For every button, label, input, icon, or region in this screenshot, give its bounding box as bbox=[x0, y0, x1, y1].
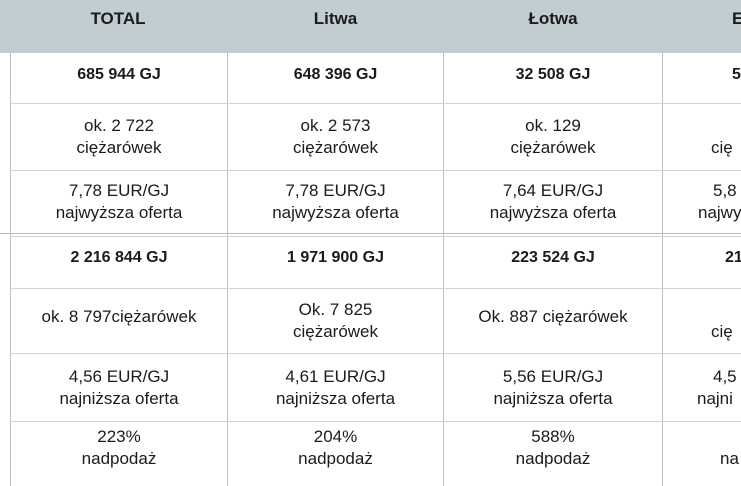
table-cell: 204% nadpodaż bbox=[298, 427, 373, 468]
grid-line bbox=[443, 53, 444, 486]
table-header bbox=[0, 0, 741, 53]
table-cell: ok. 129 ciężarówek bbox=[510, 116, 596, 157]
table-cell: 2 216 844 GJ bbox=[70, 249, 168, 266]
grid-line bbox=[227, 53, 228, 486]
table-cell: 5 bbox=[732, 65, 741, 83]
table-cell: 7,64 EUR/GJ najwyższa oferta bbox=[489, 181, 617, 222]
grid-line bbox=[662, 53, 663, 486]
table-cell: 4,61 EUR/GJ najniższa oferta bbox=[275, 366, 396, 408]
table-cell: 685 944 GJ bbox=[77, 65, 161, 83]
table-cell: cię bbox=[711, 138, 733, 157]
grid-line bbox=[10, 421, 741, 422]
table-cell: 223 524 GJ bbox=[511, 249, 595, 266]
table-cell: ok. 2 722 ciężarówek bbox=[76, 116, 162, 157]
column-header-litwa: Litwa bbox=[313, 9, 358, 28]
column-header-e: E bbox=[732, 9, 741, 28]
section-separator bbox=[0, 233, 741, 234]
table-cell: Ok. 7 825 ciężarówek bbox=[292, 300, 379, 341]
table-cell: 4,56 EUR/GJ najniższa oferta bbox=[59, 366, 179, 408]
grid-line bbox=[10, 103, 741, 104]
table-cell: ok. 2 573 ciężarówek bbox=[292, 116, 379, 157]
table-cell: 5,56 EUR/GJ najniższa oferta bbox=[493, 366, 613, 408]
column-header-lotwa: Łotwa bbox=[528, 9, 578, 28]
table-cell: 4,5 najni bbox=[697, 366, 737, 408]
table-cell: 223% nadpodaż bbox=[81, 427, 157, 468]
grid-line bbox=[10, 236, 741, 237]
table-cell: 21 bbox=[725, 249, 741, 266]
table-cell: 7,78 EUR/GJ najwyższa oferta bbox=[55, 181, 183, 222]
grid-line bbox=[10, 53, 11, 486]
table-cell: 1 971 900 GJ bbox=[287, 249, 384, 266]
table-cell: cię bbox=[711, 322, 733, 341]
table-cell: ok. 8 797ciężarówek bbox=[41, 307, 197, 326]
table-cell: 7,78 EUR/GJ najwyższa oferta bbox=[272, 181, 399, 222]
table-cell: 588% nadpodaż bbox=[515, 427, 591, 468]
grid-line bbox=[10, 170, 741, 171]
grid-line bbox=[10, 353, 741, 354]
grid-line bbox=[10, 288, 741, 289]
table-cell: na bbox=[720, 449, 739, 468]
table-cell: 5,8 najwy bbox=[698, 181, 741, 222]
table-cell: 32 508 GJ bbox=[515, 65, 591, 83]
table-cell: 648 396 GJ bbox=[293, 65, 378, 83]
column-header-total: TOTAL bbox=[90, 9, 146, 28]
table-cell: Ok. 887 ciężarówek bbox=[478, 307, 628, 326]
